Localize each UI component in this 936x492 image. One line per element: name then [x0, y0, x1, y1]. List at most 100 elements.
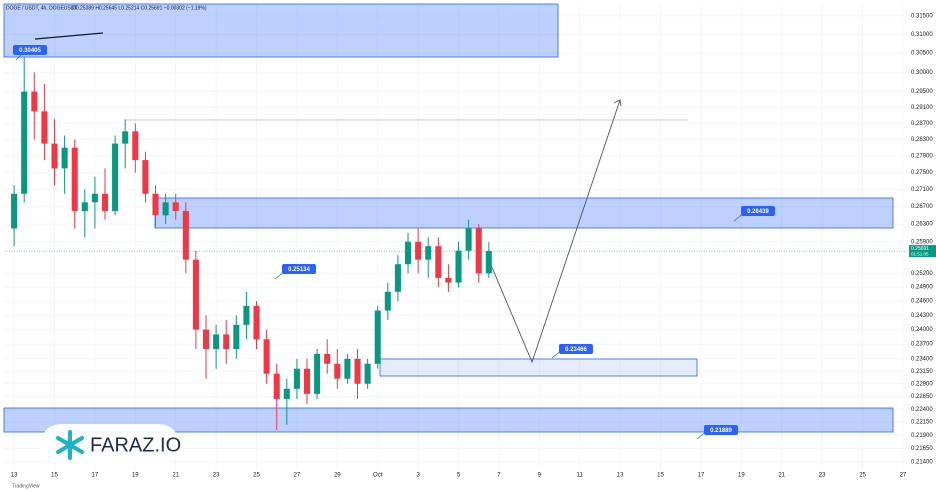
candle-body — [202, 329, 210, 350]
candle-body — [273, 373, 280, 399]
candle-body — [354, 358, 361, 384]
y-tick-label: 0.28700 — [911, 121, 933, 127]
watermark-text: FARAZ.IO — [90, 434, 181, 456]
candle-body — [61, 147, 68, 169]
candle-body — [192, 259, 199, 330]
zone — [154, 197, 894, 229]
y-tick-label: 0.29100 — [911, 105, 933, 111]
x-tick-label: 23 — [819, 473, 826, 479]
y-tick-label: 0.21650 — [911, 446, 933, 452]
x-tick-label: 25 — [253, 473, 260, 479]
candle-body — [91, 193, 98, 203]
annotation-box — [13, 45, 47, 55]
annotation: 0.23466 — [551, 344, 593, 359]
x-tick-label: Oct — [373, 473, 383, 479]
ohlc-summary: O0.25389 H0.25645 L0.25214 C0.25691 −0.0… — [72, 5, 207, 11]
candle-body — [475, 228, 482, 274]
x-tick-label: 11 — [577, 473, 584, 479]
x-tick-label: 15 — [657, 473, 664, 479]
y-tick-label: 0.22150 — [911, 420, 933, 426]
y-tick-label: 0.25200 — [911, 271, 933, 277]
y-tick-label: 0.22650 — [911, 394, 933, 400]
candle-body — [303, 368, 311, 394]
x-tick-label: 25 — [859, 473, 866, 479]
x-tick-label: 7 — [497, 473, 501, 479]
y-tick-label: 0.27500 — [911, 170, 933, 176]
x-tick-label: 19 — [132, 473, 139, 479]
candle-body — [172, 202, 179, 211]
candle-body — [364, 363, 371, 384]
x-tick-label: 17 — [92, 473, 99, 479]
candle-body — [324, 353, 331, 364]
candle-body — [182, 210, 189, 260]
candle-body — [455, 250, 462, 283]
annotation-text: 0.25134 — [288, 267, 310, 273]
projection — [487, 99, 621, 364]
x-tick-label: 23 — [213, 473, 220, 479]
candle-body — [283, 388, 290, 399]
x-tick-label: 3 — [416, 473, 420, 479]
x-tick-label: 9 — [538, 473, 542, 479]
candle-body — [485, 251, 492, 274]
candle-body — [435, 246, 442, 278]
candle-body — [374, 310, 381, 364]
y-tick-label: 0.21400 — [911, 459, 933, 465]
candle-body — [11, 193, 18, 229]
annotation-text: 0.21889 — [710, 428, 732, 434]
y-tick-label: 0.22900 — [911, 381, 933, 387]
watermark-bg — [40, 424, 180, 466]
candle-body — [415, 241, 422, 260]
annotation-text: 0.30405 — [19, 48, 41, 54]
footer: TradingView — [12, 483, 40, 489]
watermark: FARAZ.IO — [40, 424, 181, 466]
arrow-head — [613, 99, 622, 107]
annotation-box — [282, 264, 316, 274]
x-tick-label: 13 — [11, 473, 18, 479]
trend-line — [34, 32, 104, 40]
y-tick-label: 0.26700 — [911, 204, 933, 210]
x-tick-label: 5 — [457, 473, 461, 479]
candle-body — [213, 334, 220, 350]
candle-body — [41, 111, 48, 144]
y-tick-label: 0.25900 — [911, 239, 933, 245]
watermark-icon — [56, 430, 84, 460]
zone — [3, 3, 559, 58]
candle-body — [51, 143, 58, 169]
candles — [4, 56, 909, 430]
y-tick-label: 0.31000 — [911, 32, 933, 38]
candle-body — [122, 131, 129, 144]
x-tick-label: 21 — [778, 473, 785, 479]
annotation-text: 0.23466 — [565, 347, 587, 353]
y-tick-label: 0.29500 — [911, 89, 933, 95]
candle-body — [293, 368, 300, 389]
candle-body — [152, 193, 159, 216]
x-tick-label: 13 — [617, 473, 624, 479]
candle-body — [384, 291, 391, 311]
candle-body — [81, 202, 88, 211]
candle-body — [21, 91, 28, 194]
y-tick-label: 0.24300 — [911, 313, 933, 319]
candle-body — [465, 228, 472, 251]
candle-body — [253, 305, 260, 340]
annotation-text: 0.26439 — [747, 209, 769, 215]
y-tick-label: 0.21900 — [911, 433, 933, 439]
candle-body — [132, 131, 139, 161]
annotation-box — [704, 425, 738, 435]
y-tick-label: 0.30500 — [911, 51, 933, 57]
x-tick-label: 27 — [294, 473, 301, 479]
countdown: 01:51:05 — [911, 251, 929, 256]
y-tick-label: 0.22400 — [911, 407, 933, 413]
candle-body — [112, 143, 119, 211]
candle-body — [142, 160, 149, 194]
x-tick-label: 15 — [51, 473, 58, 479]
candle-body — [101, 193, 109, 211]
last-price-box — [909, 245, 936, 258]
y-tick-label: 0.23150 — [911, 369, 933, 375]
y-tick-label: 0.27900 — [911, 154, 933, 160]
candle-body — [31, 91, 38, 112]
x-tick-label: 19 — [738, 473, 745, 479]
x-tick-label: 21 — [172, 473, 179, 479]
candle-body — [243, 305, 250, 325]
annotation: 0.26439 — [733, 206, 775, 222]
